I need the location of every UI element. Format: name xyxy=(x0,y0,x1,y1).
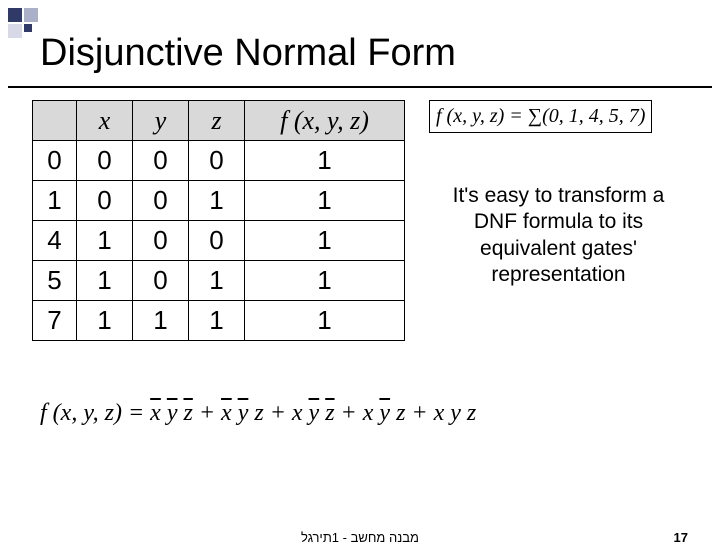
cell-f: 1 xyxy=(245,181,405,221)
deco-square xyxy=(8,24,22,38)
cell-y: 0 xyxy=(133,261,189,301)
th-y: y xyxy=(133,101,189,141)
cell-x: 1 xyxy=(77,221,133,261)
table-row: 51011 xyxy=(33,261,405,301)
sigma-formula: f (x, y, z) = ∑(0, 1, 4, 5, 7) xyxy=(429,100,652,133)
cell-x: 1 xyxy=(77,301,133,341)
dnf-formula: f (x, y, z) = x y z + x y z + x y z + x … xyxy=(40,400,476,427)
cell-idx: 4 xyxy=(33,221,77,261)
footer-center: מבנה מחשב - 1תירגל xyxy=(0,530,720,545)
table-row: 10011 xyxy=(33,181,405,221)
cell-idx: 0 xyxy=(33,141,77,181)
th-x: x xyxy=(77,101,133,141)
cell-z: 1 xyxy=(189,301,245,341)
footer-page-number: 17 xyxy=(674,530,688,545)
cell-idx: 5 xyxy=(33,261,77,301)
cell-z: 0 xyxy=(189,141,245,181)
page-title: Disjunctive Normal Form xyxy=(40,32,456,75)
cell-z: 1 xyxy=(189,181,245,221)
deco-square xyxy=(24,8,38,22)
cell-y: 0 xyxy=(133,221,189,261)
cell-x: 0 xyxy=(77,141,133,181)
cell-y: 0 xyxy=(133,141,189,181)
table-row: 71111 xyxy=(33,301,405,341)
table-row: 00001 xyxy=(33,141,405,181)
cell-y: 0 xyxy=(133,181,189,221)
deco-square xyxy=(24,24,32,32)
th-z: z xyxy=(189,101,245,141)
th-idx xyxy=(33,101,77,141)
cell-x: 1 xyxy=(77,261,133,301)
cell-f: 1 xyxy=(245,301,405,341)
cell-x: 0 xyxy=(77,181,133,221)
content-area: x y z f (x, y, z) 0000110011410015101171… xyxy=(32,100,688,341)
cell-y: 1 xyxy=(133,301,189,341)
cell-idx: 7 xyxy=(33,301,77,341)
deco-square xyxy=(8,8,22,22)
cell-z: 0 xyxy=(189,221,245,261)
cell-f: 1 xyxy=(245,261,405,301)
table-row: 41001 xyxy=(33,221,405,261)
cell-f: 1 xyxy=(245,141,405,181)
truth-table: x y z f (x, y, z) 0000110011410015101171… xyxy=(32,100,405,341)
explanation-note: It's easy to transform a DNF formula to … xyxy=(429,183,688,288)
truth-table-body: 0000110011410015101171111 xyxy=(33,141,405,341)
cell-f: 1 xyxy=(245,221,405,261)
cell-z: 1 xyxy=(189,261,245,301)
title-underline xyxy=(8,86,712,88)
cell-idx: 1 xyxy=(33,181,77,221)
th-f: f (x, y, z) xyxy=(245,101,405,141)
